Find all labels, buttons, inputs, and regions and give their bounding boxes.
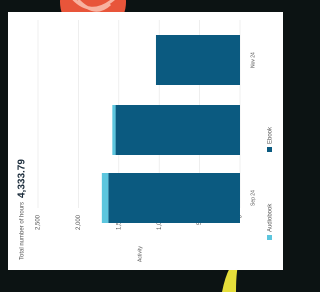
total-label: Total number of hours [20, 202, 26, 260]
bar-segment [156, 35, 240, 85]
x-tick-label: Sep 24 [250, 190, 256, 206]
y-axis-title: Activity [137, 246, 143, 262]
total-value: 4,333.79 [17, 159, 28, 198]
legend-swatch [267, 147, 272, 152]
card: Total number of hours 4,333.79 05001,000… [8, 12, 283, 270]
bar-segment [108, 173, 240, 223]
screenshot: Total number of hours 4,333.79 05001,000… [0, 0, 296, 292]
legend-swatch [267, 235, 272, 240]
legend-label: Audiobook [268, 203, 274, 232]
y-tick-label: 2,000 [76, 214, 82, 230]
x-tick-label: Nov 24 [250, 52, 256, 68]
bar-segment [102, 173, 108, 223]
legend-label: Ebook [268, 126, 274, 144]
bar-segment [116, 105, 240, 155]
y-tick-label: 2,500 [36, 214, 42, 230]
bar-segment [112, 105, 115, 155]
